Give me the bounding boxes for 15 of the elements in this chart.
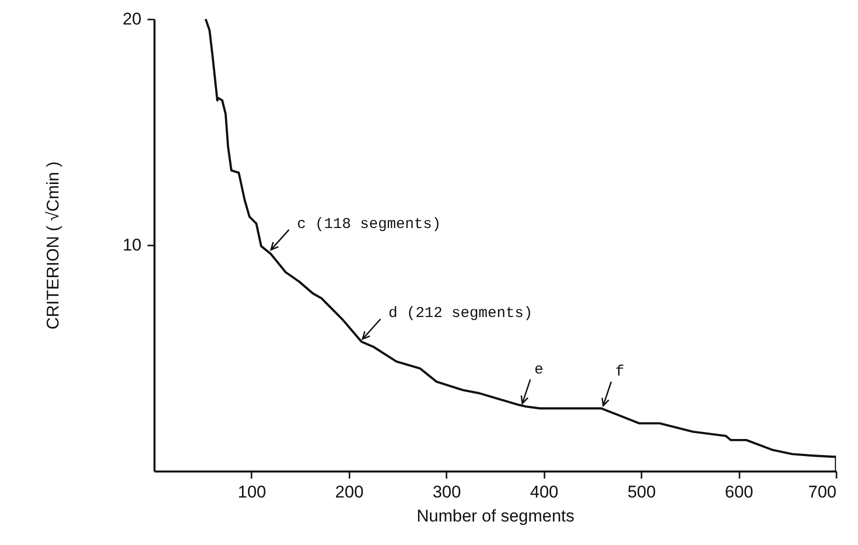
annotation: f [615, 364, 624, 381]
x-tick-label: 400 [530, 482, 558, 502]
x-tick-label: 300 [432, 482, 461, 502]
x-tick-label: 200 [335, 482, 364, 502]
annotation: d (212 segments) [388, 305, 533, 322]
y-axis-title: CRITERION ( √Cmin ) [44, 162, 63, 330]
x-axis-title: Number of segments [416, 506, 574, 526]
x-tick-label: 100 [238, 482, 266, 502]
y-tick-label: 10 [122, 236, 142, 254]
x-tick-label: 500 [627, 482, 656, 502]
annotation: e [534, 361, 544, 378]
x-tick-label: 700 [808, 482, 836, 502]
y-tick-label: 20 [122, 10, 142, 28]
x-tick-label: 600 [724, 482, 754, 502]
annotation: c (118 segments) [296, 216, 441, 233]
